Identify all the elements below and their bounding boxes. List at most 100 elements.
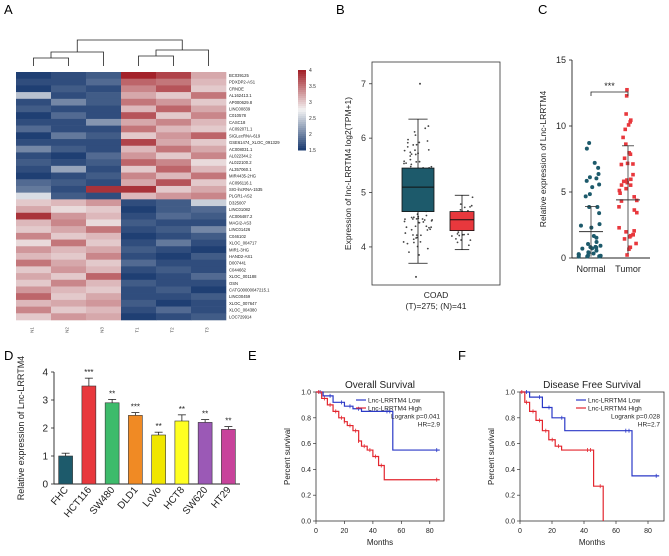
data-point (404, 232, 407, 234)
heatmap-cell (121, 105, 157, 113)
x-tick-label: Tumor (615, 264, 641, 274)
data-point (587, 140, 592, 145)
heatmap-cell (156, 105, 192, 113)
heatmap-cell (51, 266, 87, 274)
data-point (631, 232, 635, 237)
data-point (415, 218, 418, 220)
heatmap-cell (16, 252, 52, 260)
colorbar-segment (298, 94, 306, 97)
colorbar-segment (298, 124, 306, 127)
box (449, 211, 475, 232)
plot-frame (315, 391, 445, 522)
colorbar-segment (298, 148, 306, 151)
data-point (623, 127, 628, 132)
heatmap-cell (191, 179, 227, 187)
heatmap-cell (86, 139, 122, 147)
legend-label: Lnc-LRRTM4 High (368, 406, 422, 413)
heatmap-cell (51, 152, 87, 160)
heatmap-row-label: D007441 (229, 261, 247, 266)
heatmap-cell (191, 139, 227, 147)
heatmap-cell (191, 219, 227, 227)
data-point (430, 165, 433, 168)
colorbar-segment (298, 112, 306, 115)
plot-frame (519, 391, 665, 522)
heatmap-cell (121, 118, 157, 126)
heatmap-cell (156, 98, 192, 106)
colorbar-segment (298, 110, 306, 113)
bar (151, 434, 166, 485)
heatmap-cell (51, 98, 87, 106)
heatmap-cell (156, 273, 192, 281)
data-point (409, 165, 412, 168)
heatmap-cell (86, 273, 122, 281)
y-tick-label: 0.0 (505, 519, 515, 526)
x-tick-label: 60 (397, 528, 405, 535)
significance-label: ** (202, 410, 208, 419)
data-point (469, 239, 472, 242)
significance-label: ** (179, 405, 185, 414)
heatmap-cell (51, 199, 87, 207)
heatmap-cell (51, 232, 87, 240)
x-tick-label: Normal (576, 264, 605, 274)
heatmap-cell (16, 85, 52, 93)
heatmap-cell (86, 72, 122, 80)
heatmap-cell (156, 266, 192, 274)
y-tick-label: 5 (361, 188, 366, 198)
heatmap-cell (121, 246, 157, 254)
heatmap-cell (121, 145, 157, 153)
data-point (415, 143, 418, 146)
data-point (598, 253, 603, 258)
heatmap-cell (86, 165, 122, 173)
y-tick-label: 7 (361, 79, 366, 89)
heatmap-cell (51, 72, 87, 80)
heatmap-cell (191, 199, 227, 207)
data-point (419, 240, 422, 243)
colorbar-segment (298, 96, 306, 99)
heatmap-cell (121, 299, 157, 307)
heatmap-cell (156, 125, 192, 133)
y-tick-label: 4 (361, 242, 366, 252)
disease-free-survival-panel: Disease Free Survival 0.0 0.2 0.4 0.6 0.8 1.0 0… (487, 380, 665, 547)
heatmap-cell (16, 259, 52, 267)
legend-label: Lnc-LRRTM4 High (588, 406, 642, 413)
heatmap-cell (86, 299, 122, 307)
data-point (594, 176, 599, 181)
data-point (584, 146, 589, 151)
colorbar-segment (298, 144, 306, 147)
dendrogram-branch (33, 51, 104, 66)
heatmap-row-label: AC096116.1 (229, 180, 253, 185)
panel-label-b: B (336, 2, 345, 17)
significance-label: ** (156, 422, 162, 431)
data-point (459, 203, 462, 206)
colorbar-segment (298, 74, 306, 77)
y-tick-label: 0 (561, 253, 566, 263)
heatmap-cell (156, 226, 192, 234)
significance-label: ** (109, 389, 115, 398)
heatmap-cell (121, 306, 157, 314)
colorbar-segment (298, 136, 306, 139)
colorbar-segment (298, 78, 306, 81)
heatmap-cell (16, 159, 52, 167)
survival-curve (520, 391, 660, 477)
heatmap-cell (156, 185, 192, 193)
heatmap-row-label: HAND2-AS1 (229, 254, 253, 259)
y-tick-label: 3 (42, 396, 48, 407)
significance-label: *** (84, 368, 93, 377)
legend-label: Lnc-LRRTM4 Low (368, 398, 421, 405)
y-tick-label: 5 (561, 187, 566, 197)
stat-label: HR=2.7 (638, 422, 661, 429)
data-point (627, 150, 631, 155)
y-tick-label: 0.4 (301, 467, 311, 474)
heatmap-cell (51, 185, 87, 193)
bar-panel: 0 1 2 3 4 Relative expression of Lnc-LRRTM4 FH… (16, 356, 240, 520)
y-tick-label: 0.6 (301, 441, 311, 448)
colorbar-segment (298, 142, 306, 145)
data-point (412, 216, 415, 219)
data-point (578, 223, 583, 228)
data-point (621, 179, 626, 184)
survival-curve (520, 391, 604, 521)
heatmap-cell (86, 286, 122, 294)
heatmap-cell (51, 279, 87, 287)
heatmap-cell (121, 239, 157, 247)
box (401, 167, 435, 212)
